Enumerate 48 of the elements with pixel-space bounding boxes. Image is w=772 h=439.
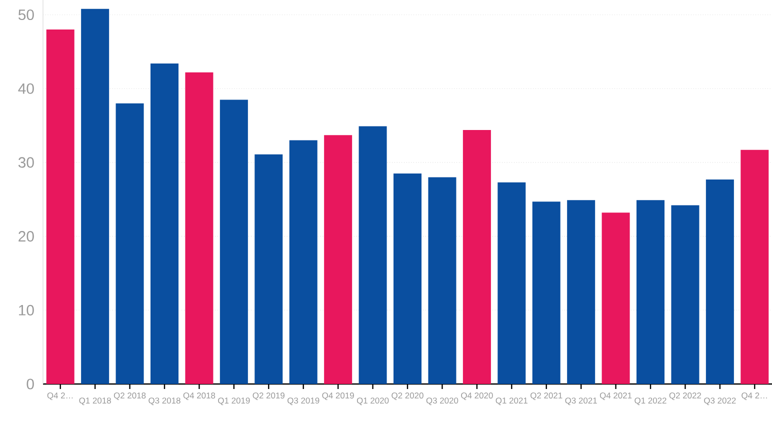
x-tick-label: Q4 2018 [183, 392, 216, 400]
x-tick-label: Q2 2020 [392, 392, 424, 400]
x-tick-label: Q4 2… [47, 392, 73, 400]
bar [706, 179, 734, 384]
bar [498, 182, 526, 384]
bar [324, 135, 352, 384]
x-tick-label: Q4 2… [742, 392, 767, 400]
y-tick-label: 20 [18, 231, 34, 242]
x-tick-label: Q3 2019 [288, 398, 320, 406]
bar [636, 200, 665, 384]
y-tick-label: 40 [18, 83, 34, 94]
x-tick-label: Q1 2020 [356, 398, 389, 406]
bar [81, 8, 110, 384]
bar [254, 154, 283, 384]
y-tick-label: 30 [18, 157, 34, 168]
x-tick-label: Q3 2021 [565, 398, 597, 406]
bar [462, 130, 491, 384]
y-tick-label: 10 [19, 304, 34, 316]
x-tick-label: Q1 2021 [496, 398, 528, 406]
x-tick-label: Q1 2022 [634, 398, 666, 406]
x-tick-label: Q1 2018 [79, 398, 111, 406]
bar [358, 126, 387, 384]
y-tick-label: 50 [18, 9, 34, 20]
bar [671, 205, 700, 384]
bar [428, 177, 456, 384]
bar [185, 72, 214, 384]
x-tick-label: Q4 2019 [322, 392, 354, 400]
x-tick-label: Q4 2020 [461, 392, 493, 400]
x-tick-label: Q1 2019 [218, 398, 250, 406]
bar [116, 103, 144, 384]
bar [150, 64, 178, 384]
x-tick-label: Q3 2018 [148, 398, 180, 406]
y-tick-label: 0 [26, 378, 34, 390]
x-tick-label: Q2 2019 [252, 392, 284, 400]
bar [220, 100, 248, 384]
bar [532, 202, 560, 384]
x-tick-label: Q3 2020 [426, 398, 458, 406]
bar [740, 150, 769, 384]
bar [289, 140, 318, 384]
bar [46, 30, 74, 384]
bar [602, 212, 630, 384]
x-tick-label: Q2 2018 [114, 392, 146, 400]
bar [567, 200, 596, 384]
x-tick-label: Q2 2021 [530, 392, 562, 400]
x-tick-label: Q4 2021 [600, 392, 632, 400]
bar [394, 174, 422, 384]
x-tick-label: Q3 2022 [704, 398, 736, 406]
x-tick-label: Q2 2022 [669, 392, 702, 400]
